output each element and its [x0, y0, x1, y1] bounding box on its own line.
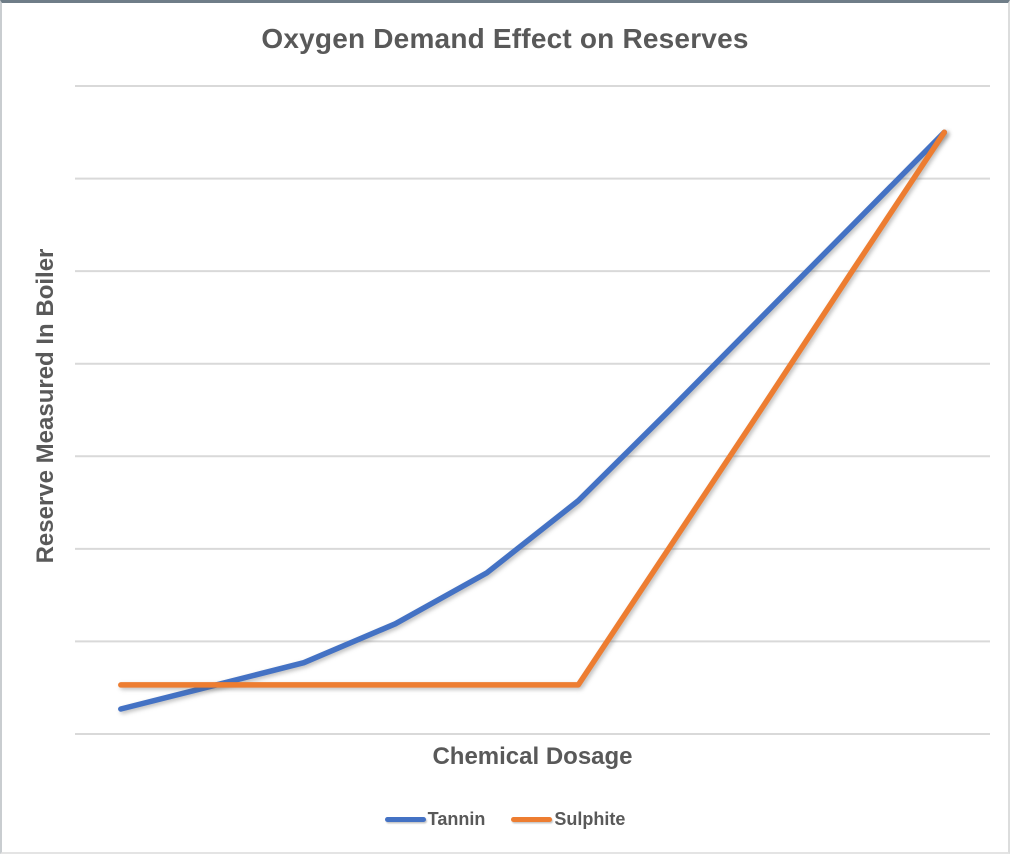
plot-area [75, 85, 990, 735]
sulphite-line [118, 129, 948, 688]
legend: Tannin Sulphite [2, 809, 1008, 830]
tannin-line [118, 129, 948, 712]
legend-label-sulphite: Sulphite [554, 809, 626, 829]
legend-label-tannin: Tannin [427, 809, 486, 829]
legend-item-tannin: Tannin [384, 809, 486, 830]
legend-item-sulphite: Sulphite [511, 809, 625, 830]
y-axis-label: Reserve Measured In Boiler [32, 248, 59, 564]
chart-title: Oxygen Demand Effect on Reserves [261, 23, 749, 54]
sulphite-line-swatch-icon [511, 817, 553, 822]
x-axis-label: Chemical Dosage [432, 743, 633, 770]
tannin-line-swatch-icon [384, 817, 426, 822]
